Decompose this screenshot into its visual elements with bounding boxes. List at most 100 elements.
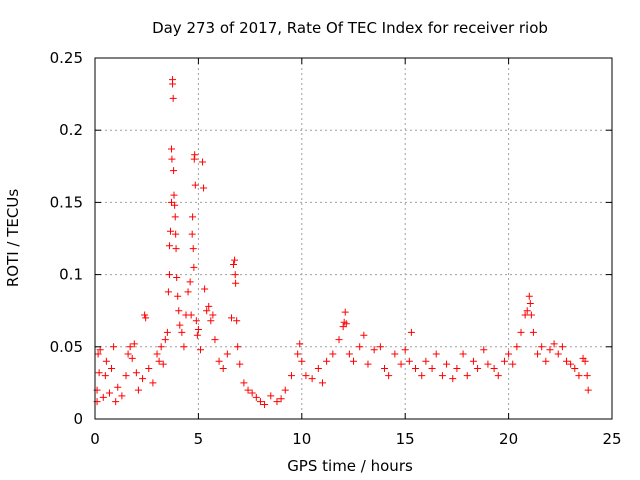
data-point: [231, 256, 239, 264]
data-point: [345, 350, 353, 358]
data-point: [329, 350, 337, 358]
x-tick-label: 5: [194, 430, 204, 448]
data-point: [463, 372, 471, 380]
grid-layer: [95, 58, 612, 419]
data-point: [538, 343, 546, 351]
data-point: [223, 350, 231, 358]
y-tick-label: 0.05: [50, 338, 83, 356]
data-point: [397, 360, 405, 368]
data-point: [356, 343, 364, 351]
data-point: [432, 350, 440, 358]
data-point: [169, 94, 177, 102]
data-point: [141, 311, 149, 319]
data-point: [581, 357, 589, 365]
data-point: [172, 230, 180, 238]
data-point: [490, 364, 498, 372]
data-point: [139, 375, 147, 383]
data-point: [494, 372, 502, 380]
data-point: [194, 325, 202, 333]
data-point: [474, 364, 482, 372]
data-point: [314, 364, 322, 372]
data-point: [236, 360, 244, 368]
data-point: [132, 369, 140, 377]
data-point: [273, 398, 281, 406]
data-point: [176, 321, 184, 329]
data-point: [205, 302, 213, 310]
data-point: [118, 392, 126, 400]
data-point: [126, 343, 134, 351]
data-point: [174, 292, 182, 300]
data-point: [191, 151, 199, 159]
data-point: [339, 323, 347, 331]
data-point: [459, 350, 467, 358]
data-point: [145, 364, 153, 372]
data-point: [165, 271, 173, 279]
data-point: [438, 372, 446, 380]
data-point: [175, 307, 183, 315]
data-point: [219, 364, 227, 372]
data-point: [155, 357, 163, 365]
data-point: [114, 383, 122, 391]
data-point: [170, 167, 178, 175]
data-point: [575, 372, 583, 380]
data-point: [323, 357, 331, 365]
data-point: [542, 357, 550, 365]
data-point: [526, 299, 534, 307]
data-point: [163, 328, 171, 336]
data-point: [401, 346, 409, 354]
data-point: [188, 230, 196, 238]
data-point: [192, 317, 200, 325]
y-tick-label: 0: [73, 410, 83, 428]
data-point: [128, 354, 136, 362]
data-point: [405, 357, 413, 365]
x-tick-label: 25: [602, 430, 621, 448]
data-point: [563, 357, 571, 365]
data-point: [546, 346, 554, 354]
data-point: [130, 340, 138, 348]
data-point: [157, 343, 165, 351]
data-point: [248, 389, 256, 397]
data-point: [178, 328, 186, 336]
data-point: [469, 357, 477, 365]
marks-layer: [93, 76, 592, 409]
data-point: [376, 343, 384, 351]
x-axis-label: GPS time / hours: [287, 457, 413, 475]
data-point: [196, 346, 204, 354]
data-point: [171, 213, 179, 221]
data-point: [234, 343, 242, 351]
data-point: [267, 392, 275, 400]
data-point: [381, 364, 389, 372]
data-point: [252, 393, 260, 401]
data-point: [550, 340, 558, 348]
data-point: [256, 398, 264, 406]
chart-title: Day 273 of 2017, Rate Of TEC Index for r…: [152, 19, 548, 37]
data-point: [453, 364, 461, 372]
data-point: [200, 184, 208, 192]
data-point: [527, 311, 535, 319]
data-point: [227, 314, 235, 322]
data-point: [124, 350, 132, 358]
data-point: [277, 395, 285, 403]
data-point: [164, 288, 172, 296]
data-point: [211, 336, 219, 344]
data-point: [189, 213, 197, 221]
data-point: [341, 308, 349, 316]
data-point: [165, 242, 173, 250]
data-point: [523, 307, 531, 315]
data-point: [554, 350, 562, 358]
plot-frame: [94, 57, 613, 420]
data-point: [159, 360, 167, 368]
data-point: [418, 372, 426, 380]
data-point: [105, 389, 113, 397]
data-point: [190, 263, 198, 271]
data-point: [215, 357, 223, 365]
ticks-layer: 0 5 10 15 20 25 0 0.05 0.1 0.15 0.2 0.25: [50, 49, 622, 448]
y-axis-label: ROTI / TECUs: [4, 189, 22, 287]
data-point: [168, 155, 176, 163]
data-point: [187, 311, 195, 319]
data-point: [298, 357, 306, 365]
data-point: [422, 357, 430, 365]
data-point: [199, 158, 207, 166]
